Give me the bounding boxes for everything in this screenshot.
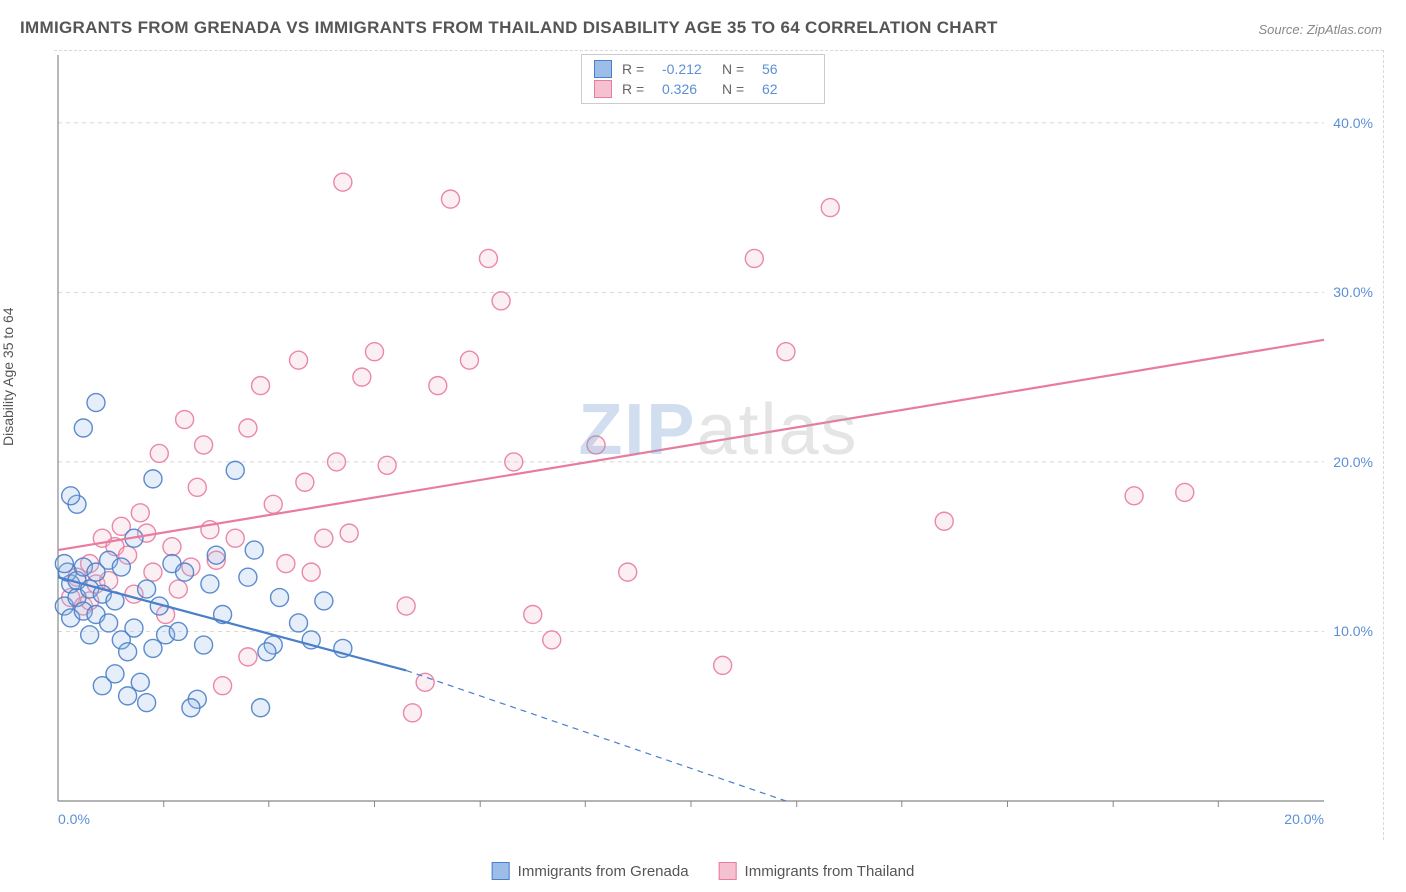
chart-svg [54, 51, 1384, 841]
legend-correlation: R = -0.212 N = 56 R = 0.326 N = 62 [581, 54, 825, 104]
series-name-grenada: Immigrants from Grenada [518, 863, 689, 880]
n-label: N = [722, 81, 752, 97]
x-tick-label: 20.0% [1284, 811, 1324, 827]
swatch-grenada [594, 60, 612, 78]
legend-item-thailand: Immigrants from Thailand [719, 862, 915, 880]
y-tick-label: 20.0% [1333, 454, 1373, 470]
legend-row-grenada: R = -0.212 N = 56 [594, 59, 812, 79]
r-label: R = [622, 81, 652, 97]
series-name-thailand: Immigrants from Thailand [745, 863, 915, 880]
swatch-grenada [492, 862, 510, 880]
swatch-thailand [719, 862, 737, 880]
legend-item-grenada: Immigrants from Grenada [492, 862, 689, 880]
n-label: N = [722, 61, 752, 77]
n-value-grenada: 56 [762, 61, 812, 77]
x-tick-label: 0.0% [58, 811, 90, 827]
chart-title: IMMIGRANTS FROM GRENADA VS IMMIGRANTS FR… [20, 18, 998, 38]
y-tick-label: 30.0% [1333, 284, 1373, 300]
y-tick-label: 10.0% [1333, 623, 1373, 639]
r-label: R = [622, 61, 652, 77]
legend-row-thailand: R = 0.326 N = 62 [594, 79, 812, 99]
plot-area: ZIPatlas 10.0%20.0%30.0%40.0%0.0%20.0% [54, 50, 1384, 840]
legend-series: Immigrants from Grenada Immigrants from … [492, 862, 915, 880]
swatch-thailand [594, 80, 612, 98]
source-attribution: Source: ZipAtlas.com [1258, 22, 1382, 37]
y-axis-label: Disability Age 35 to 64 [0, 307, 16, 446]
y-tick-label: 40.0% [1333, 115, 1373, 131]
r-value-thailand: 0.326 [662, 81, 712, 97]
r-value-grenada: -0.212 [662, 61, 712, 77]
n-value-thailand: 62 [762, 81, 812, 97]
